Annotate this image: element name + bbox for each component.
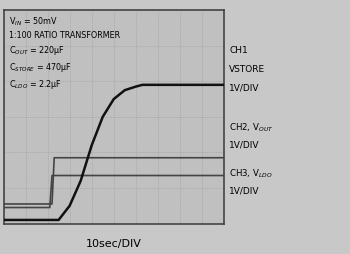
Text: 1V/DIV: 1V/DIV: [229, 187, 260, 196]
Text: VSTORE: VSTORE: [229, 65, 265, 74]
Text: CH1: CH1: [229, 46, 248, 55]
Text: CH2, V$_{OUT}$: CH2, V$_{OUT}$: [229, 122, 274, 134]
Text: V$_{IN}$ = 50mV
1:100 RATIO TRANSFORMER
C$_{OUT}$ = 220μF
C$_{STORE}$ = 470μF
C$: V$_{IN}$ = 50mV 1:100 RATIO TRANSFORMER …: [9, 15, 120, 91]
Text: 1V/DIV: 1V/DIV: [229, 141, 260, 150]
Text: 1V/DIV: 1V/DIV: [229, 84, 260, 93]
Text: CH3, V$_{LDO}$: CH3, V$_{LDO}$: [229, 168, 273, 180]
Text: 10sec/DIV: 10sec/DIV: [86, 239, 142, 249]
